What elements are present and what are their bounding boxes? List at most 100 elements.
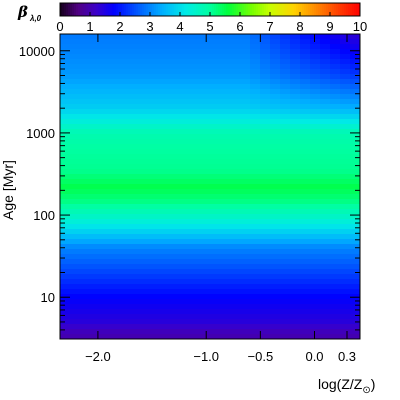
heatmap-cell bbox=[140, 99, 151, 105]
heatmap-cell bbox=[150, 224, 161, 230]
heatmap-cell bbox=[200, 214, 211, 220]
heatmap-cell bbox=[160, 279, 171, 285]
heatmap-cell bbox=[340, 254, 351, 260]
heatmap-cell bbox=[210, 154, 221, 160]
heatmap-cell bbox=[210, 234, 221, 240]
heatmap-cell bbox=[330, 94, 341, 100]
heatmap-cell bbox=[170, 69, 181, 75]
heatmap-cell bbox=[80, 134, 91, 140]
heatmap-cell bbox=[210, 114, 221, 120]
heatmap-cell bbox=[200, 264, 211, 270]
colorbar-cell bbox=[134, 3, 137, 16]
heatmap-cell bbox=[190, 199, 201, 205]
heatmap-cell bbox=[200, 309, 211, 315]
heatmap-cell bbox=[140, 34, 151, 40]
heatmap-cell bbox=[130, 169, 141, 175]
heatmap-cell bbox=[350, 74, 360, 80]
heatmap-cell bbox=[160, 239, 171, 245]
heatmap-cell bbox=[80, 89, 91, 95]
heatmap-cell bbox=[150, 79, 161, 85]
heatmap-cell bbox=[350, 284, 360, 290]
heatmap-cell bbox=[90, 74, 101, 80]
heatmap-cell bbox=[70, 139, 81, 145]
heatmap-cell bbox=[240, 104, 251, 110]
heatmap-cell bbox=[250, 104, 261, 110]
heatmap-cell bbox=[350, 114, 360, 120]
heatmap-cell bbox=[180, 169, 191, 175]
heatmap-cell bbox=[130, 274, 141, 280]
heatmap-cell bbox=[60, 314, 71, 320]
heatmap-cell bbox=[140, 64, 151, 70]
heatmap-cell bbox=[100, 54, 111, 60]
heatmap-cell bbox=[300, 294, 311, 300]
heatmap-cell bbox=[240, 264, 251, 270]
heatmap-cell bbox=[290, 159, 301, 165]
heatmap-cell bbox=[260, 139, 271, 145]
heatmap-cell bbox=[290, 104, 301, 110]
heatmap-cell bbox=[350, 269, 360, 275]
heatmap-cell bbox=[340, 194, 351, 200]
heatmap-cell bbox=[70, 34, 81, 40]
heatmap-cell bbox=[260, 304, 271, 310]
heatmap-cell bbox=[230, 299, 241, 305]
heatmap-cell bbox=[110, 84, 121, 90]
colorbar-cell bbox=[104, 3, 107, 16]
heatmap-cell bbox=[340, 64, 351, 70]
heatmap-cell bbox=[330, 304, 341, 310]
colorbar-cell bbox=[102, 3, 105, 16]
heatmap-cell bbox=[80, 149, 91, 155]
heatmap-cell bbox=[310, 254, 321, 260]
heatmap-cell bbox=[290, 319, 301, 325]
heatmap-cell bbox=[240, 59, 251, 65]
heatmap-cell bbox=[280, 264, 291, 270]
heatmap-cell bbox=[330, 244, 341, 250]
colorbar-cell bbox=[152, 3, 155, 16]
heatmap-cell bbox=[70, 179, 81, 185]
colorbar-cell bbox=[300, 3, 303, 16]
heatmap-cell bbox=[140, 159, 151, 165]
heatmap-cell bbox=[310, 89, 321, 95]
heatmap-cell bbox=[320, 99, 331, 105]
heatmap-cell bbox=[110, 119, 121, 125]
heatmap-cell bbox=[80, 114, 91, 120]
heatmap-cell bbox=[260, 204, 271, 210]
heatmap-cell bbox=[160, 224, 171, 230]
heatmap-cell bbox=[120, 244, 131, 250]
heatmap-cell bbox=[350, 229, 360, 235]
heatmap-cell bbox=[200, 304, 211, 310]
heatmap-cell bbox=[210, 289, 221, 295]
heatmap-cell bbox=[200, 239, 211, 245]
heatmap-cell bbox=[120, 179, 131, 185]
heatmap-cell bbox=[270, 54, 281, 60]
colorbar-cell bbox=[276, 3, 279, 16]
x-tick-label: 0.3 bbox=[338, 349, 356, 364]
heatmap-cell bbox=[300, 109, 311, 115]
heatmap-cell bbox=[180, 144, 191, 150]
heatmap-cell bbox=[240, 124, 251, 130]
heatmap-cell bbox=[90, 149, 101, 155]
heatmap-cell bbox=[90, 209, 101, 215]
heatmap-cell bbox=[170, 109, 181, 115]
heatmap-cell bbox=[160, 259, 171, 265]
heatmap-cell bbox=[340, 219, 351, 225]
heatmap-cell bbox=[280, 149, 291, 155]
heatmap-cell bbox=[110, 179, 121, 185]
heatmap-cell bbox=[260, 234, 271, 240]
heatmap-cell bbox=[320, 144, 331, 150]
heatmap-cell bbox=[80, 299, 91, 305]
heatmap-cell bbox=[320, 184, 331, 190]
heatmap-cell bbox=[150, 59, 161, 65]
heatmap-cell bbox=[110, 249, 121, 255]
colorbar-cell bbox=[304, 3, 307, 16]
heatmap-cell bbox=[150, 254, 161, 260]
heatmap-cell bbox=[220, 284, 231, 290]
heatmap-cell bbox=[320, 134, 331, 140]
heatmap-cell bbox=[300, 234, 311, 240]
heatmap-cell bbox=[310, 259, 321, 265]
heatmap-cell bbox=[100, 64, 111, 70]
heatmap-cell bbox=[200, 49, 211, 55]
heatmap-cell bbox=[160, 204, 171, 210]
heatmap-cell bbox=[140, 49, 151, 55]
heatmap-cell bbox=[320, 279, 331, 285]
heatmap-cell bbox=[290, 34, 301, 40]
